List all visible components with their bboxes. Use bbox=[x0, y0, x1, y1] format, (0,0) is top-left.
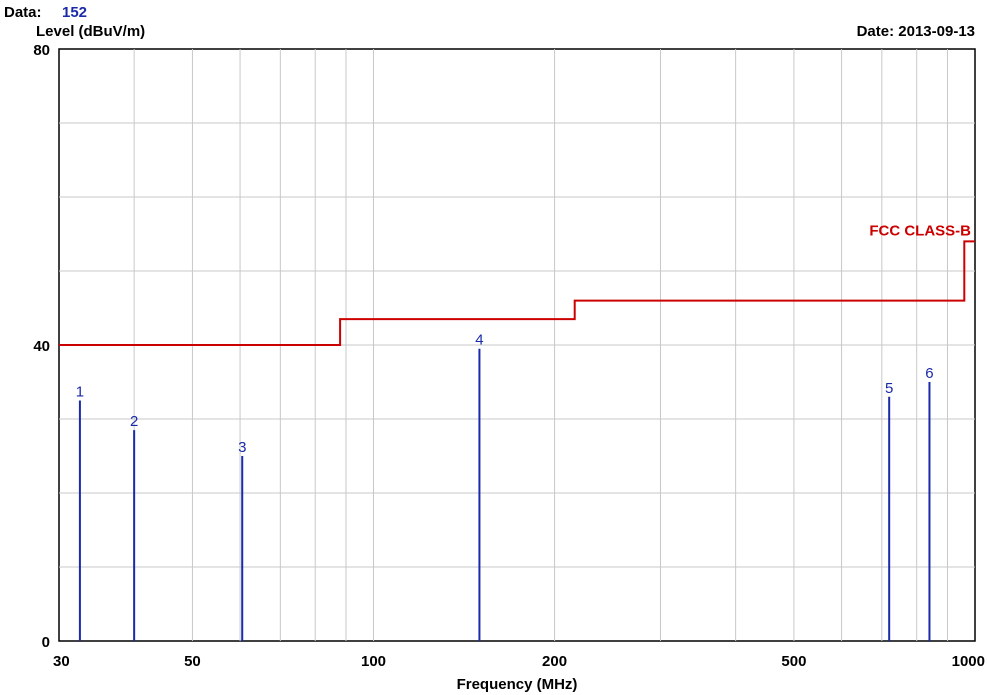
x-tick-label: 500 bbox=[781, 653, 806, 670]
x-axis-label: Frequency (MHz) bbox=[457, 676, 578, 693]
tick-labels: 30 50 100 200 500 1000 0 40 80 bbox=[33, 42, 985, 670]
limit-line-group: FCC CLASS-B bbox=[59, 222, 975, 346]
y-tick-label: 40 bbox=[33, 338, 50, 355]
y-tick-label: 80 bbox=[33, 42, 50, 59]
data-label: Data: bbox=[4, 4, 42, 21]
marker-2-label: 2 bbox=[130, 413, 138, 430]
data-value: 152 bbox=[62, 4, 87, 21]
x-tick-label: 100 bbox=[361, 653, 386, 670]
marker-3-label: 3 bbox=[238, 439, 246, 456]
limit-line bbox=[59, 240, 975, 346]
marker-6-label: 6 bbox=[925, 365, 933, 382]
marker-4-label: 4 bbox=[475, 332, 483, 349]
x-tick-label: 50 bbox=[184, 653, 201, 670]
marker-1-label: 1 bbox=[76, 384, 84, 401]
x-tick-label: 30 bbox=[53, 653, 70, 670]
date-text: Date: 2013-09-13 bbox=[857, 23, 975, 40]
y-axis-label: Level (dBuV/m) bbox=[36, 23, 145, 40]
limit-line-label: FCC CLASS-B bbox=[869, 222, 971, 239]
marker-5-label: 5 bbox=[885, 380, 893, 397]
y-tick-label: 0 bbox=[42, 634, 50, 651]
x-tick-label: 1000 bbox=[952, 653, 985, 670]
markers: 1 2 3 4 5 6 bbox=[76, 332, 934, 641]
x-tick-label: 200 bbox=[542, 653, 567, 670]
